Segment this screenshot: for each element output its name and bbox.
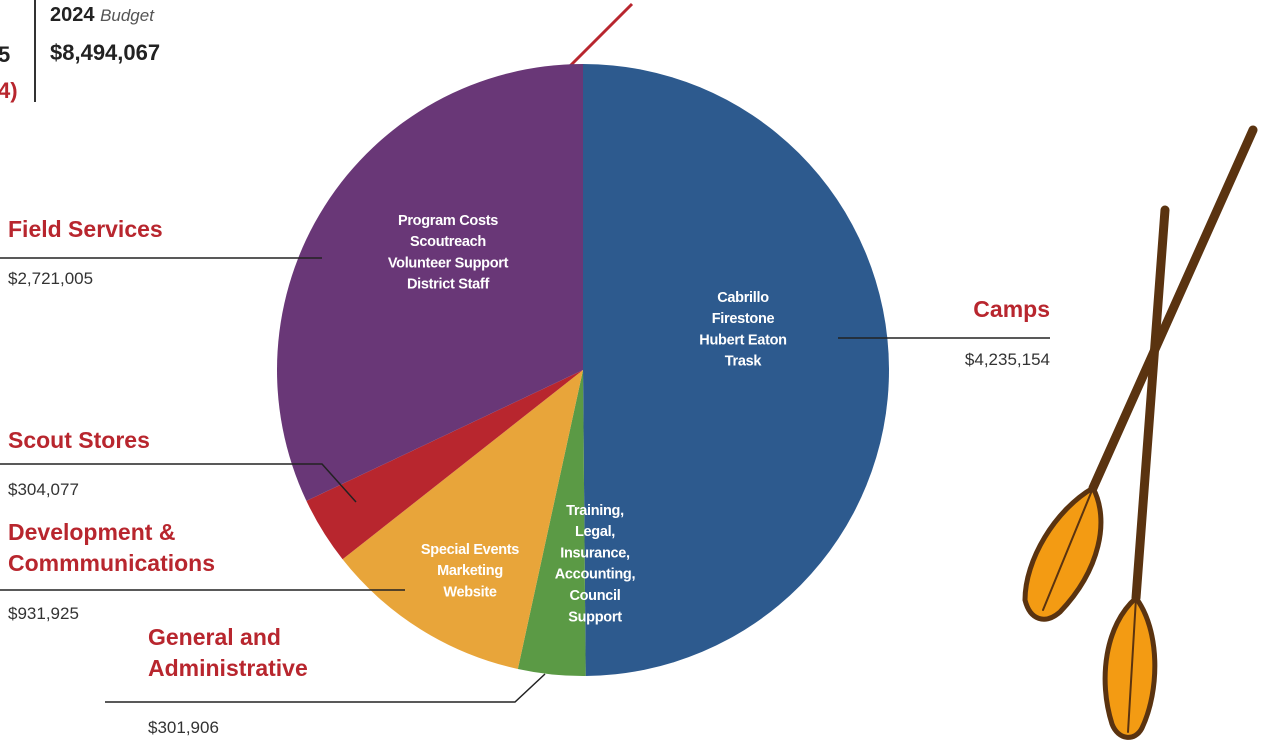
slice-description: Insurance, [560,545,630,561]
leader-line [105,673,546,703]
budget-total: $8,494,067 [50,40,161,65]
pie-slice [342,370,583,669]
slice-description: Accounting, [555,567,636,583]
slice-description: Cabrillo [717,290,769,306]
pie [276,64,889,676]
value-label: $2,721,005 [8,269,94,288]
value-label: $931,925 [8,604,79,623]
slice-description: Hubert Eaton [699,332,786,348]
slice-description: Firestone [712,311,775,327]
slice-description: Program Costs [398,213,498,229]
value-label: $304,077 [8,480,79,499]
category-title: General and Administrative [148,624,308,681]
slice-description: District Staff [407,277,489,293]
budget-heading: 2024 Budget [50,4,154,27]
cropped-text: 4) [0,78,18,103]
slice-description: Volunteer Support [388,255,509,271]
cropped-text: 5 [0,42,11,67]
slice-description: Council [569,588,620,604]
category-title: Scout Stores [8,427,150,453]
value-label: $301,906 [148,718,219,737]
pie-slice [583,64,889,676]
slice-description: Scoutreach [410,234,486,250]
pie-slice [517,370,586,676]
leader-line [0,463,357,503]
year: 2024 [50,4,95,26]
value-label: $4,235,154 [964,350,1050,369]
caption: Budget [100,6,154,25]
category-title: Camps [973,296,1050,322]
slice-description: Special Events [421,542,519,558]
pie-slice [306,370,583,560]
slice-description: Support [568,609,622,625]
slice-description: Website [443,584,496,600]
category-title: Development & Commmunications [8,519,216,576]
category-title: Field Services [8,216,163,242]
slice-description: Legal, [575,524,615,540]
slice-description: Training, [566,503,624,519]
pie-slice [276,64,583,501]
slice-description: Trask [725,354,763,370]
oars [1022,125,1258,740]
slice-description: Marketing [437,563,503,579]
